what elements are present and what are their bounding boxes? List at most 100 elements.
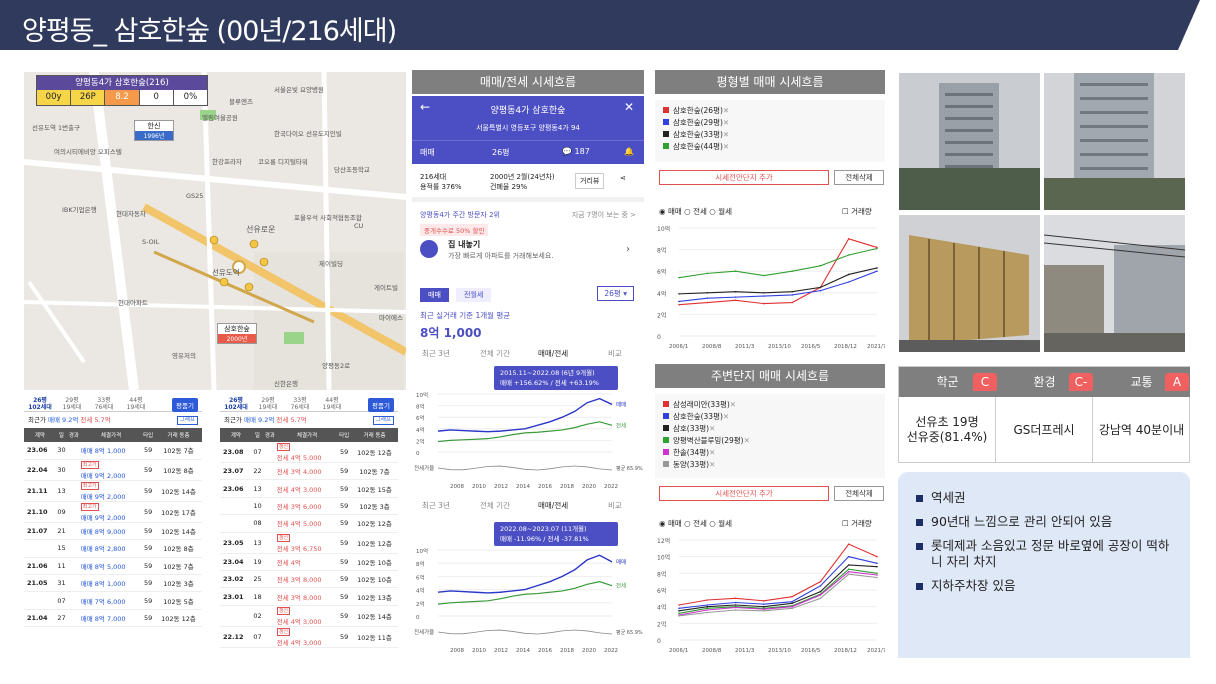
legend-item[interactable]: 삼호한숲(33평) ✕ (663, 410, 877, 422)
legend-item[interactable]: 한솔(34평) ✕ (663, 446, 877, 458)
map-panel[interactable]: 양평동4가 삼호한숲(216) 00y 26P 8.2 0 0% 한신 1996… (24, 72, 406, 390)
close-icon[interactable]: ✕ (623, 100, 634, 114)
tab-sale[interactable]: 매매 (420, 288, 449, 302)
comment-count[interactable]: 💬 187 (562, 147, 590, 156)
clear-all-button[interactable]: 전체삭제 (834, 170, 884, 185)
type-tab[interactable]: 26평 102세대 (28, 397, 52, 411)
legend-item[interactable]: 삼호한숲(44평) ✕ (663, 140, 877, 152)
table-row[interactable]: 22.04 30 최고가 매매 9억 2,000 59 102동 8층 (24, 459, 202, 481)
map-callout-hanshin[interactable]: 한신 1996년 (134, 120, 174, 141)
remove-icon[interactable]: ✕ (722, 105, 730, 115)
section-title-price-flow: 매매/전세 시세흐름 (412, 70, 644, 94)
table-row[interactable]: 23.02 25 전세 3억 8,000 59 102동 10층 (220, 570, 398, 589)
map-label: IBK기업은행 (62, 206, 97, 214)
legend-item[interactable]: 삼성래미안(33평) ✕ (663, 398, 877, 410)
table-row[interactable]: 23.06 13 전세 4억 3,000 59 102동 15층 (220, 479, 398, 498)
table-row[interactable]: 07 매매 7억 6,000 59 102동 5층 (24, 591, 202, 610)
map-label: CU (354, 222, 364, 230)
type-tab[interactable]: 44평 19세대 (322, 397, 342, 411)
map-callout-samho[interactable]: 삼호한숲 2000년 (217, 323, 257, 344)
type-tab[interactable]: 33평 76세대 (94, 397, 114, 411)
data-point (678, 604, 680, 606)
remove-icon[interactable]: ✕ (722, 129, 730, 139)
table-cell: 13 (55, 480, 68, 502)
volume-checkbox[interactable]: ☐ 거래량 (842, 207, 872, 216)
volume-checkbox[interactable]: ☐ 거래량 (842, 519, 872, 528)
data-point (763, 302, 765, 305)
share-icon[interactable]: ⋖ (620, 174, 626, 182)
table-row[interactable]: 22.12 07 갱신 전세 4억 3,000 59 102동 11층 (220, 626, 398, 648)
table-row[interactable]: 21.06 11 매매 8억 5,000 59 102동 7층 (24, 557, 202, 576)
table-cell: 13 (251, 479, 264, 498)
table-header: 경과 (67, 428, 81, 442)
street-view-button[interactable]: 거리뷰 (575, 173, 605, 189)
table-row[interactable]: 23.05 13 갱신 전세 3억 6,750 59 102동 12층 (220, 532, 398, 554)
data-point (791, 602, 793, 605)
table-row[interactable]: 15 매매 8억 2,800 59 102동 8층 (24, 539, 202, 558)
table-row[interactable]: 21.11 13 최고가 매매 9억 2,000 59 102동 14층 (24, 480, 202, 502)
remove-icon[interactable]: ✕ (709, 423, 716, 433)
type-tab[interactable]: 29평 19세대 (258, 397, 278, 411)
view-button[interactable]: 평품기 (172, 398, 198, 412)
tab-jeonse[interactable]: 전월세 (456, 288, 492, 302)
remove-icon[interactable]: ✕ (722, 117, 730, 127)
type-tabs: 26평 102세대 29평 19세대 33평 76세대 44평 19세대 (24, 394, 202, 412)
type-tab[interactable]: 44평 19세대 (126, 397, 146, 411)
table-row[interactable]: 21.10 09 최고가 매매 9억 2,000 59 102동 17층 (24, 501, 202, 523)
data-point (706, 599, 709, 601)
table-row[interactable]: 23.01 18 전세 3억 8,000 59 102동 13층 (220, 587, 398, 606)
period-tabs-2: 최근 3년 전체 기간 매매/전세 비교 (422, 501, 622, 510)
type-tab[interactable]: 26평 102세대 (224, 397, 248, 411)
apt-stats: 216세대 용적률 376% 2000년 2월(24년차) 건폐율 29% 거리… (412, 164, 644, 202)
graph-button[interactable]: 그래프 (176, 416, 198, 425)
table-row[interactable]: 23.06 30 매매 8억 1,000 59 102동 7층 (24, 442, 202, 460)
remove-icon[interactable]: ✕ (722, 141, 730, 151)
table-row[interactable]: 21.05 31 매매 8억 1,000 59 102동 3층 (24, 574, 202, 593)
table-row[interactable]: 21.04 27 매매 8억 7,000 59 102동 12층 (24, 609, 202, 628)
radio-row[interactable]: ◉ 매매 ○ 전세 ○ 월세 (659, 519, 732, 528)
view-button[interactable]: 평품기 (368, 398, 394, 412)
type-tab[interactable]: 29평 19세대 (62, 397, 82, 411)
remove-icon[interactable]: ✕ (709, 459, 716, 469)
remove-icon[interactable]: ✕ (729, 399, 737, 409)
add-complex-button[interactable]: 시세전안단지 추가 (659, 486, 829, 501)
chevron-right-icon[interactable]: › (626, 244, 630, 255)
y-tick-label: 12억 (657, 537, 670, 545)
table-cell: 23.05 (220, 532, 252, 554)
graph-button[interactable]: 그래프 (372, 416, 394, 425)
clear-all-button[interactable]: 전체삭제 (834, 486, 884, 501)
type-tab[interactable]: 33평 76세대 (290, 397, 310, 411)
bell-icon[interactable]: 🔔 (624, 147, 634, 156)
deal-type-select[interactable]: 매매 (420, 148, 435, 157)
map-label: 코오롱 디지털타워 (258, 158, 308, 166)
legend-item[interactable]: 양평벽산블루밍(29평) ✕ (663, 434, 877, 446)
table-row[interactable]: 23.08 07 갱신 전세 4억 5,000 59 102동 12층 (220, 442, 398, 463)
table-row[interactable]: 21.07 21 매매 8억 9,000 59 102동 14층 (24, 522, 202, 541)
legend-item[interactable]: 삼호한숲(26평) ✕ (663, 104, 877, 116)
legend-item[interactable]: 삼호(33평) ✕ (663, 422, 877, 434)
table-row[interactable]: 23.07 22 전세 3억 4,000 59 102동 7층 (220, 462, 398, 481)
legend-item[interactable]: 삼호한숲(29평) ✕ (663, 116, 877, 128)
back-icon[interactable]: ← (420, 100, 431, 114)
radio-row[interactable]: ◉ 매매 ○ 전세 ○ 월세 (659, 207, 732, 216)
table-cell: 59 (141, 480, 156, 502)
table-row[interactable]: 23.04 19 전세 4억 59 102동 10층 (220, 553, 398, 571)
add-complex-button[interactable]: 시세전안단지 추가 (659, 170, 829, 185)
remove-icon[interactable]: ✕ (743, 435, 750, 445)
y-tick-label: 2억 (416, 600, 425, 608)
data-point (678, 293, 680, 295)
legend-item[interactable]: 삼호한숲(33평) ✕ (663, 128, 877, 140)
remove-icon[interactable]: ✕ (709, 447, 716, 457)
photo-street (1044, 215, 1185, 352)
size-dropdown[interactable]: 26평 ▾ (597, 286, 634, 301)
legend-item[interactable]: 동양(33평) ✕ (663, 458, 877, 470)
remove-icon[interactable]: ✕ (722, 411, 730, 421)
table-row[interactable]: 08 전세 4억 5,000 59 102동 12층 (220, 514, 398, 533)
series-line (678, 564, 878, 612)
size-select[interactable]: 26평 (492, 148, 510, 157)
table-cell (67, 522, 81, 541)
table-cell: 23.01 (220, 587, 252, 606)
mid-price-chart-2: 2022.08~2023.07 (11개월)매매 -11.96% / 전세 -3… (414, 522, 643, 654)
table-row[interactable]: 10 전세 3억 6,000 59 102동 3층 (220, 497, 398, 516)
table-row[interactable]: 02 갱신 전세 4억 3,000 59 102동 14층 (220, 605, 398, 627)
